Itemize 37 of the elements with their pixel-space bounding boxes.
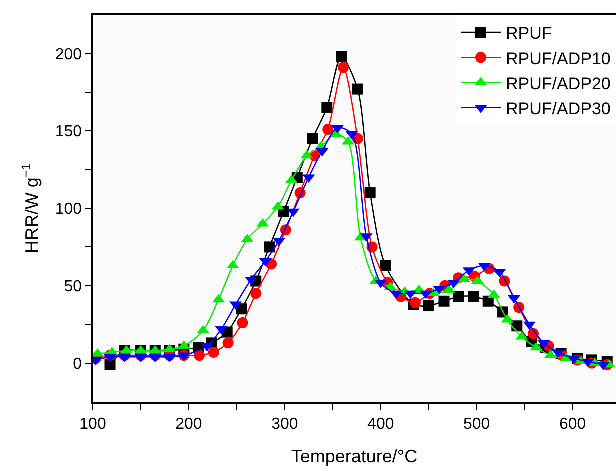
x-tick-label: 200: [176, 416, 202, 433]
point: [250, 288, 262, 300]
point: [322, 102, 333, 114]
legend-label: RPUF/ADP10: [506, 49, 611, 68]
point: [93, 348, 104, 357]
point: [194, 350, 206, 362]
y-tick-label: 150: [55, 124, 82, 141]
point: [468, 291, 480, 302]
point: [222, 338, 234, 349]
y-tick-label: 50: [64, 278, 82, 296]
point: [264, 242, 276, 253]
legend-label: RPUF: [506, 24, 552, 44]
x-tick-label: 400: [368, 416, 394, 433]
x-tick-label: 600: [559, 416, 586, 433]
x-axis-title: Temperature/°C: [291, 446, 418, 467]
x-tick-label: 500: [464, 416, 490, 433]
point: [208, 346, 220, 358]
y-tick-label: 200: [55, 46, 82, 64]
legend-label: RPUF/ADP30: [506, 99, 611, 118]
point: [380, 260, 392, 272]
x-tick-label: 100: [80, 416, 106, 433]
point: [438, 296, 450, 307]
point: [237, 318, 248, 329]
point: [482, 296, 494, 307]
point: [453, 291, 464, 302]
y-tick-label: 0: [73, 356, 82, 373]
legend-label: RPUF/ADP20: [506, 74, 611, 94]
x-tick-label: 300: [272, 416, 298, 433]
point: [423, 300, 434, 312]
point: [322, 124, 334, 136]
point: [307, 133, 318, 144]
point: [364, 188, 376, 199]
y-tick-label: 100: [55, 201, 82, 218]
point: [338, 62, 349, 74]
point: [336, 51, 348, 62]
point: [352, 84, 364, 95]
point: [104, 359, 116, 370]
